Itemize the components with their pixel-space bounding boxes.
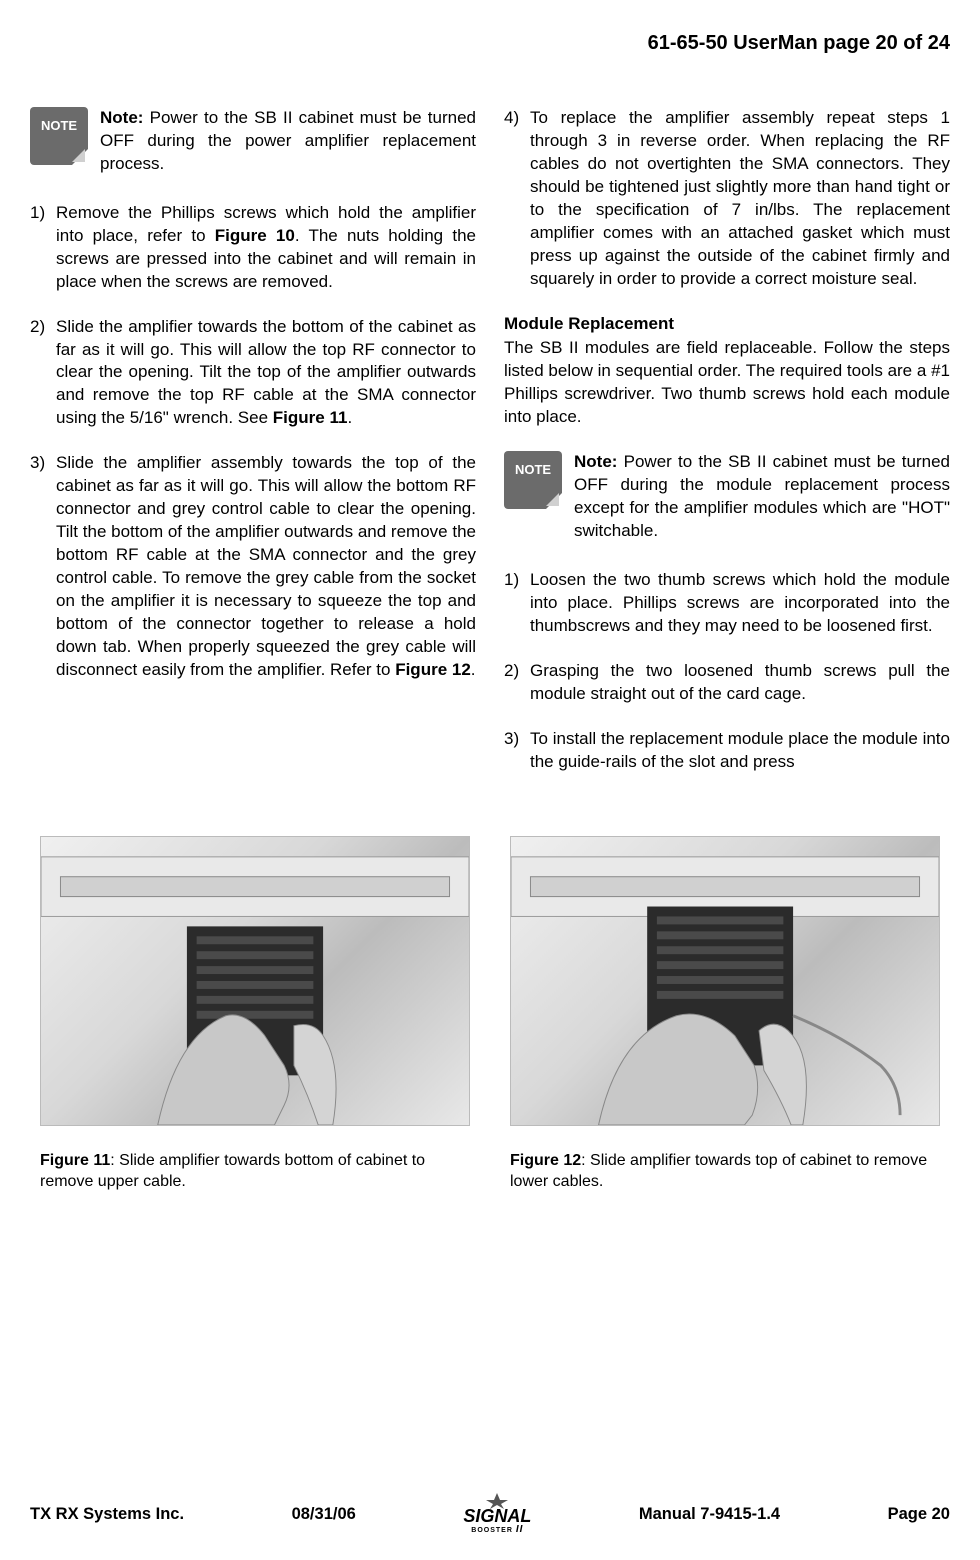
figure-ref: Figure 11 xyxy=(273,408,348,427)
step-text: To install the replacement module place … xyxy=(530,728,950,774)
figure-12-block: Figure 12: Slide amplifier towards top o… xyxy=(510,836,940,1193)
note-prefix: Note: xyxy=(100,108,143,127)
step-number: 3) xyxy=(30,452,56,681)
step-number: 2) xyxy=(30,316,56,431)
step-3: 3) Slide the amplifier assembly towards … xyxy=(30,452,476,681)
figure-11-caption: Figure 11: Slide amplifier towards botto… xyxy=(40,1150,470,1193)
note-body: Power to the SB II cabinet must be turne… xyxy=(100,108,476,173)
note-text: Note: Power to the SB II cabinet must be… xyxy=(100,107,476,176)
footer-page: Page 20 xyxy=(888,1503,950,1525)
step-text: Slide the amplifier towards the bottom o… xyxy=(56,316,476,431)
note-icon: NOTE xyxy=(30,107,88,165)
figures-row: Figure 11: Slide amplifier towards botto… xyxy=(30,836,950,1193)
page-footer: TX RX Systems Inc. 08/31/06 SIGNAL BOOST… xyxy=(0,1493,980,1535)
module-step-2: 2) Grasping the two loosened thumb screw… xyxy=(504,660,950,706)
step-number: 4) xyxy=(504,107,530,291)
note-body: Power to the SB II cabinet must be turne… xyxy=(574,452,950,540)
figure-11-block: Figure 11: Slide amplifier towards botto… xyxy=(40,836,470,1193)
footer-company: TX RX Systems Inc. xyxy=(30,1503,184,1525)
figure-label: Figure 12 xyxy=(510,1152,581,1169)
note-prefix: Note: xyxy=(574,452,617,471)
step-number: 1) xyxy=(30,202,56,294)
logo-sub: BOOSTER xyxy=(471,1527,513,1534)
note-block-power-off-module: NOTE Note: Power to the SB II cabinet mu… xyxy=(504,451,950,543)
figure-ref: Figure 10 xyxy=(215,226,295,245)
step-1: 1) Remove the Phillips screws which hold… xyxy=(30,202,476,294)
logo-suffix: II xyxy=(516,1524,524,1535)
page-header: 61-65-50 UserMan page 20 of 24 xyxy=(30,30,950,57)
figure-12-image xyxy=(510,836,940,1126)
t: . xyxy=(471,660,476,679)
step-number: 1) xyxy=(504,569,530,638)
note-icon: NOTE xyxy=(504,451,562,509)
t: Slide the amplifier assembly towards the… xyxy=(56,453,476,678)
note-text: Note: Power to the SB II cabinet must be… xyxy=(574,451,950,543)
step-2: 2) Slide the amplifier towards the botto… xyxy=(30,316,476,431)
step-text: Slide the amplifier assembly towards the… xyxy=(56,452,476,681)
step-number: 2) xyxy=(504,660,530,706)
figure-label: Figure 11 xyxy=(40,1152,110,1169)
footer-manual: Manual 7-9415-1.4 xyxy=(639,1503,780,1525)
right-column: 4) To replace the amplifier assembly rep… xyxy=(504,107,950,796)
step-text: Loosen the two thumb screws which hold t… xyxy=(530,569,950,638)
note-block-power-off-amplifier: NOTE Note: Power to the SB II cabinet mu… xyxy=(30,107,476,176)
left-column: NOTE Note: Power to the SB II cabinet mu… xyxy=(30,107,476,796)
step-text: To replace the amplifier assembly repeat… xyxy=(530,107,950,291)
t: . xyxy=(347,408,352,427)
figure-11-image xyxy=(40,836,470,1126)
footer-logo: SIGNAL BOOSTER II xyxy=(463,1493,531,1535)
figure-12-caption: Figure 12: Slide amplifier towards top o… xyxy=(510,1150,940,1193)
figure-ref: Figure 12 xyxy=(395,660,471,679)
step-text: Remove the Phillips screws which hold th… xyxy=(56,202,476,294)
content-columns: NOTE Note: Power to the SB II cabinet mu… xyxy=(30,107,950,796)
module-replacement-intro: The SB II modules are field replaceable.… xyxy=(504,337,950,429)
step-text: Grasping the two loosened thumb screws p… xyxy=(530,660,950,706)
module-step-3: 3) To install the replacement module pla… xyxy=(504,728,950,774)
module-replacement-heading: Module Replacement xyxy=(504,313,950,336)
module-step-1: 1) Loosen the two thumb screws which hol… xyxy=(504,569,950,638)
t: Slide the amplifier towards the bottom o… xyxy=(56,317,476,428)
logo-main: SIGNAL xyxy=(463,1506,531,1526)
step-number: 3) xyxy=(504,728,530,774)
step-4: 4) To replace the amplifier assembly rep… xyxy=(504,107,950,291)
footer-date: 08/31/06 xyxy=(292,1503,356,1525)
